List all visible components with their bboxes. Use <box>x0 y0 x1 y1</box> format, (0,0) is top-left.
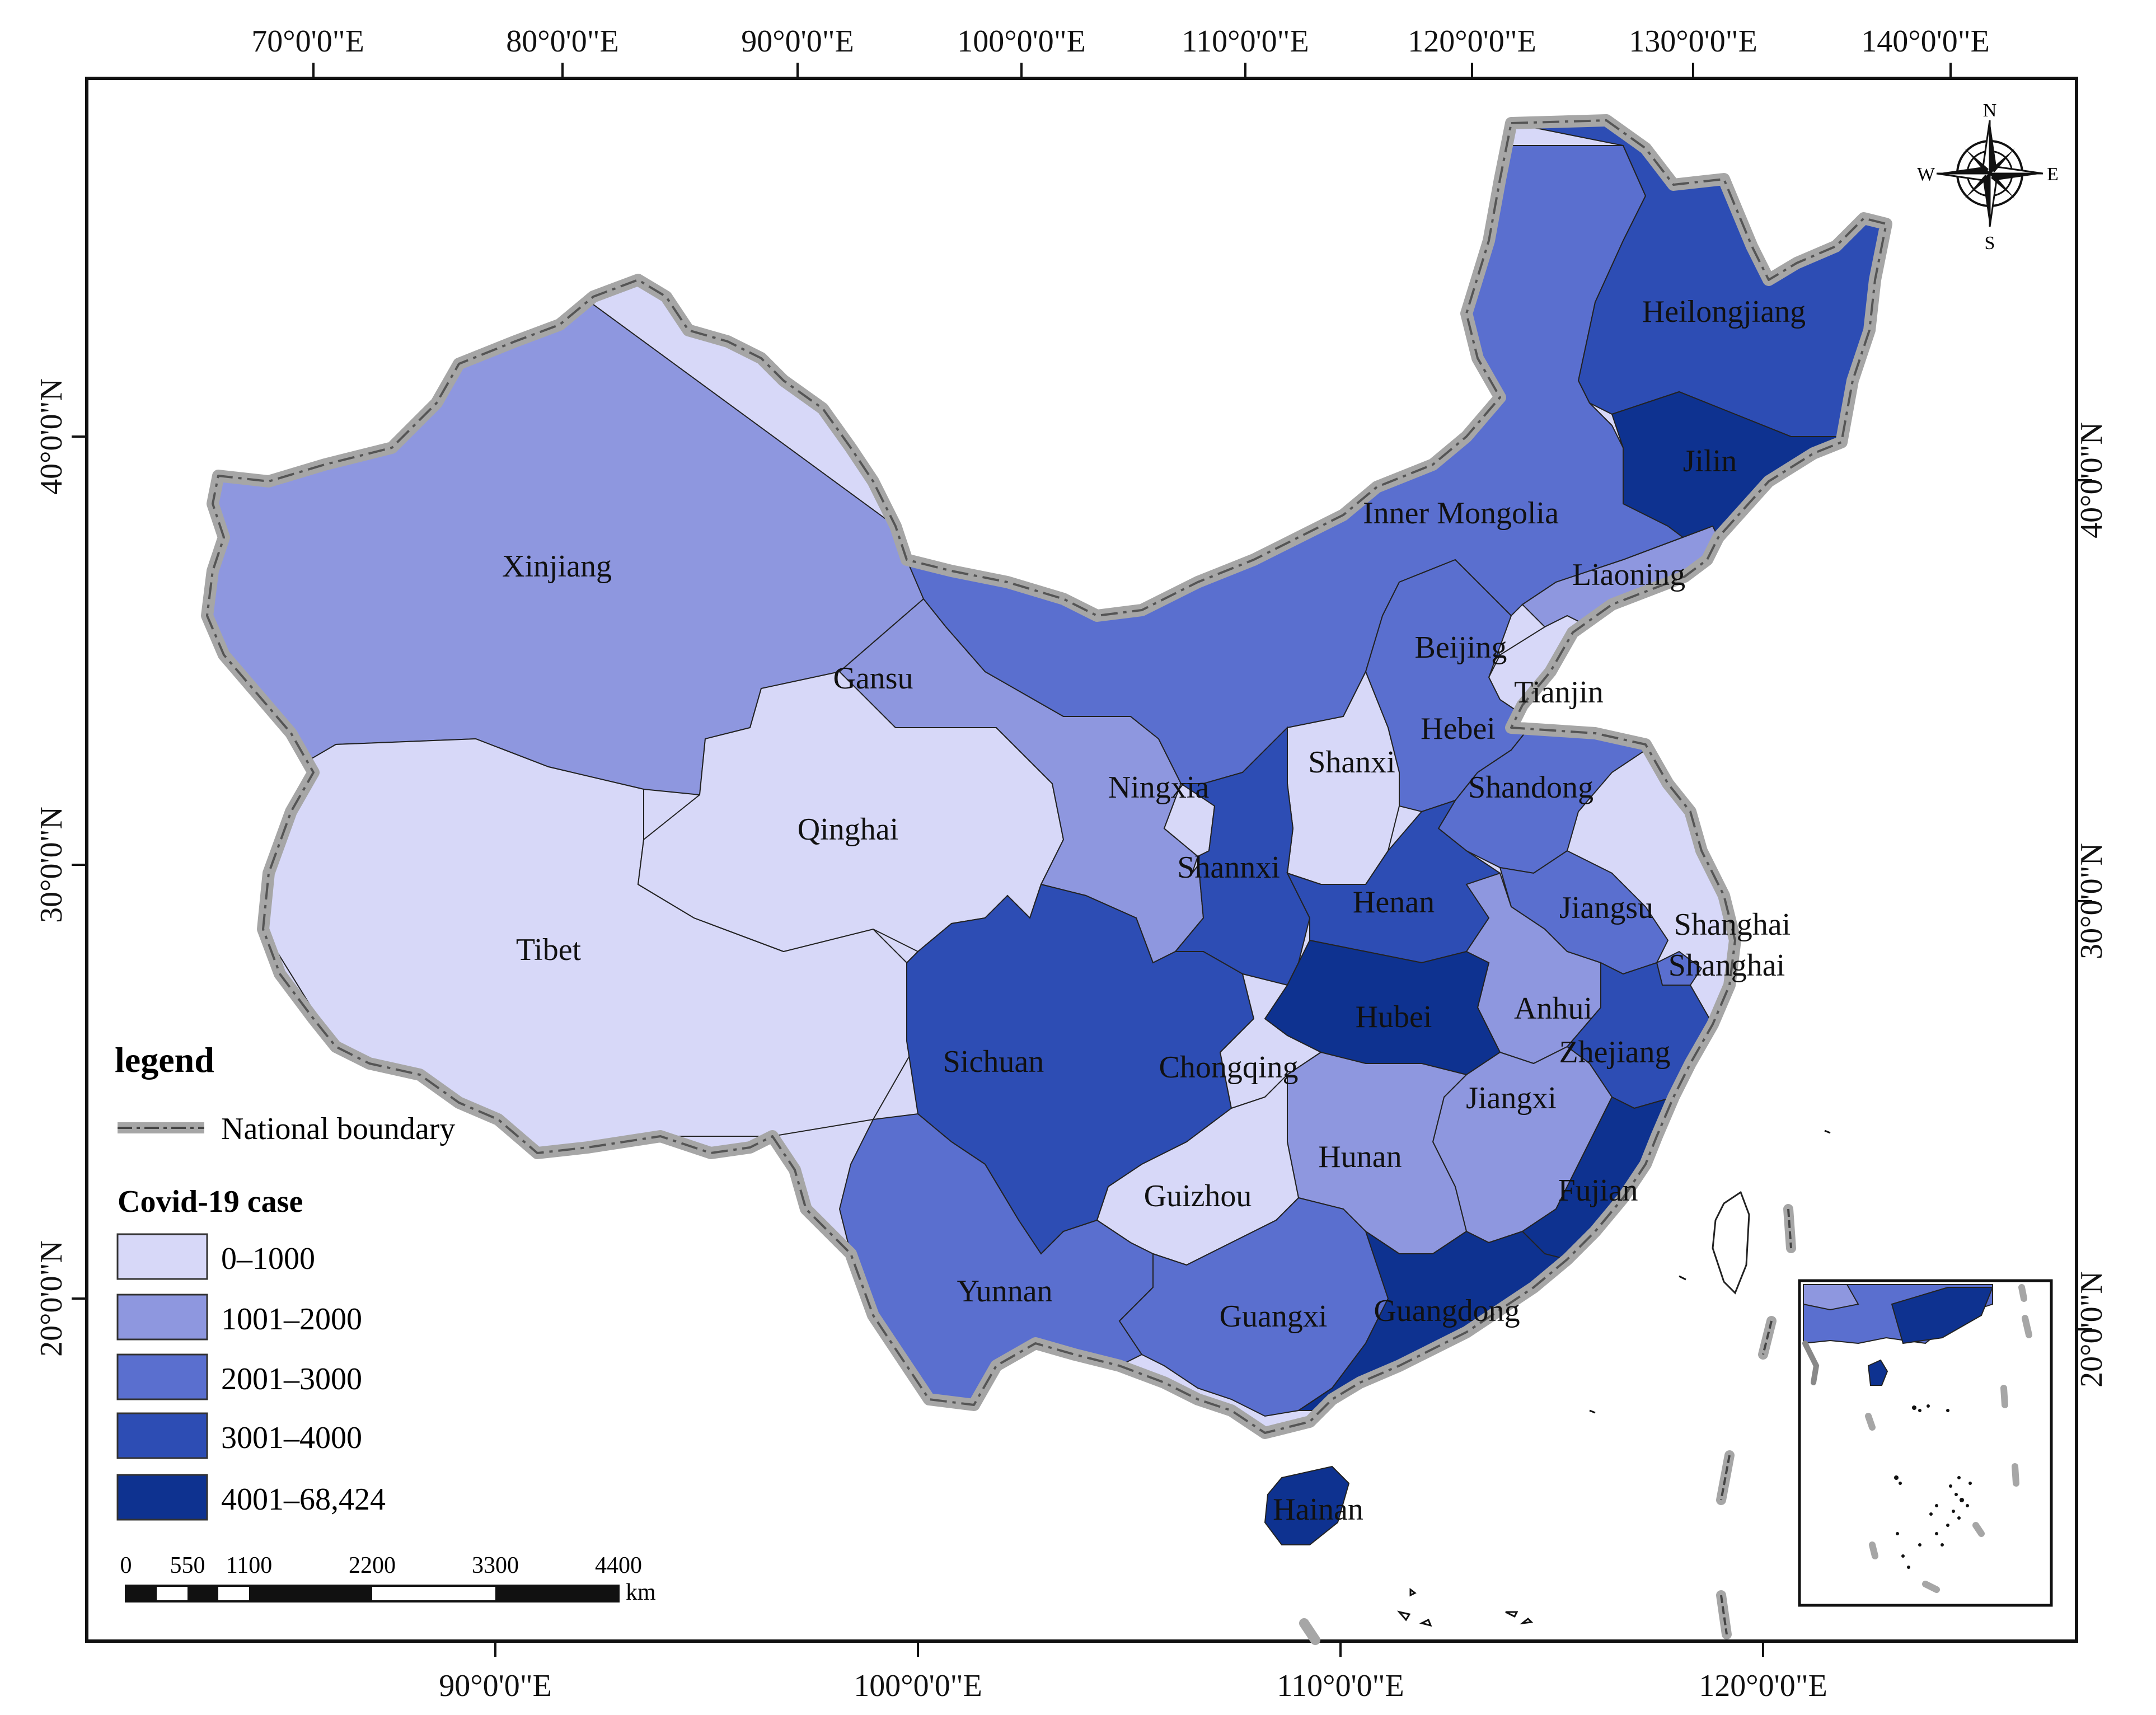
label-fujian: Fujian <box>1558 1173 1638 1208</box>
top-tick: 140°0'0"E <box>1861 24 1990 59</box>
label-guizhou: Guizhou <box>1144 1179 1252 1213</box>
bottom-tick: 120°0'0"E <box>1699 1669 1827 1703</box>
compass-e: E <box>2047 164 2059 185</box>
label-qinghai: Qinghai <box>798 812 898 847</box>
legend-swatch-2 <box>116 1294 208 1341</box>
label-gansu: Gansu <box>833 661 913 696</box>
label-xinjiang: Xinjiang <box>502 549 612 584</box>
bottom-tick: 100°0'0"E <box>854 1669 982 1703</box>
compass-s: S <box>1985 233 1995 254</box>
label-shannxi: Shannxi <box>1177 850 1280 885</box>
legend-title: legend <box>115 1040 214 1080</box>
scale-bar: 0 550 1100 2200 3300 4400 km <box>120 1553 657 1605</box>
legend-class-3: 2001–3000 <box>221 1362 362 1397</box>
legend-class-5: 4001–68,424 <box>221 1482 386 1517</box>
label-guangxi: Guangxi <box>1220 1299 1328 1334</box>
inset-hainan <box>1867 1359 1888 1386</box>
label-chongqing: Chongqing <box>1159 1050 1299 1085</box>
label-shanghai-1: Shanghai <box>1674 907 1791 942</box>
top-tick: 70°0'0"E <box>251 24 364 59</box>
label-hebei: Hebei <box>1421 711 1496 746</box>
bottom-tick: 110°0'0"E <box>1277 1669 1404 1703</box>
legend-class-2: 1001–2000 <box>221 1302 362 1337</box>
legend-boundary-label: National boundary <box>221 1112 455 1146</box>
compass-n: N <box>1983 100 1997 121</box>
small-islands <box>1396 1130 1831 1627</box>
top-tick: 90°0'0"E <box>741 24 854 59</box>
label-guangdong: Guangdong <box>1374 1294 1520 1328</box>
label-sichuan: Sichuan <box>943 1044 1044 1079</box>
label-ningxia: Ningxia <box>1108 770 1210 805</box>
bottom-tick: 90°0'0"E <box>439 1669 552 1703</box>
region-shandong[interactable] <box>1437 704 1658 874</box>
scale-label-3300: 3300 <box>472 1553 519 1578</box>
label-tibet: Tibet <box>516 933 582 967</box>
label-liaoning: Liaoning <box>1572 557 1685 592</box>
legend-case-title: Covid-19 case <box>118 1184 303 1219</box>
legend-class-4: 3001–4000 <box>221 1421 362 1455</box>
legend-swatch-4 <box>116 1412 208 1459</box>
legend-swatch-5 <box>116 1474 208 1521</box>
label-jiangsu: Jiangsu <box>1559 891 1653 925</box>
label-jiangxi: Jiangxi <box>1466 1081 1557 1116</box>
top-tick: 100°0'0"E <box>957 24 1086 59</box>
legend-class-1: 0–1000 <box>221 1241 315 1276</box>
label-heilongjiang: Heilongjiang <box>1642 294 1806 329</box>
label-tianjin: Tianjin <box>1514 675 1604 710</box>
left-tick: 40°0'0"N <box>34 378 69 495</box>
scale-unit: km <box>626 1580 656 1605</box>
region-hainan[interactable] <box>1264 1465 1350 1545</box>
compass-w: W <box>1917 164 1935 185</box>
label-beijing: Beijing <box>1415 630 1507 665</box>
bottom-axis: 90°0'0"E 100°0'0"E 110°0'0"E 120°0'0"E <box>439 1641 1827 1703</box>
scale-label-0: 0 <box>120 1553 132 1578</box>
legend-swatch-3 <box>116 1353 208 1400</box>
left-axis: 40°0'0"N 30°0'0"N 20°0'0"N <box>34 378 87 1357</box>
label-inner-mongolia: Inner Mongolia <box>1363 496 1559 531</box>
scale-label-1100: 1100 <box>226 1553 272 1578</box>
province-shapes <box>207 120 1886 1433</box>
taiwan-island <box>1712 1191 1750 1295</box>
label-shanghai-2: Shanghai <box>1668 948 1785 983</box>
label-yunnan: Yunnan <box>957 1274 1052 1309</box>
inset-south-china-sea <box>1798 1279 2053 1607</box>
top-tick: 110°0'0"E <box>1182 24 1309 59</box>
nine-dash-line-core <box>1720 1208 1792 1635</box>
top-tick: 130°0'0"E <box>1629 24 1757 59</box>
label-hubei: Hubei <box>1356 1000 1432 1034</box>
label-zhejiang: Zhejiang <box>1559 1035 1670 1070</box>
inset-guangdong <box>1891 1287 1994 1344</box>
label-shandong: Shandong <box>1468 770 1593 805</box>
scale-label-2200: 2200 <box>349 1553 396 1578</box>
label-jilin: Jilin <box>1683 444 1737 479</box>
label-hunan: Hunan <box>1318 1140 1402 1174</box>
north-arrow-icon: N S E W <box>1917 100 2059 254</box>
left-tick: 20°0'0"N <box>34 1240 69 1357</box>
top-axis: 70°0'0"E 80°0'0"E 90°0'0"E 100°0'0"E 110… <box>251 24 1990 78</box>
right-axis: 40°0'0"N 30°0'0"N 20°0'0"N <box>2074 422 2109 1388</box>
scale-label-550: 550 <box>170 1553 205 1578</box>
label-hainan: Hainan <box>1273 1492 1363 1527</box>
legend: legend National boundary Covid-19 case 0… <box>115 1040 455 1521</box>
label-shanxi: Shanxi <box>1308 745 1395 780</box>
label-henan: Henan <box>1353 885 1435 920</box>
inset-west <box>1803 1284 1859 1311</box>
label-anhui: Anhui <box>1514 991 1592 1026</box>
top-tick: 120°0'0"E <box>1408 24 1536 59</box>
left-tick: 30°0'0"N <box>34 807 69 923</box>
legend-swatch-1 <box>116 1233 208 1280</box>
top-tick: 80°0'0"E <box>506 24 619 59</box>
province-labels: Heilongjiang Jilin Inner Mongolia Liaoni… <box>502 294 1806 1527</box>
scale-label-4400: 4400 <box>595 1553 642 1578</box>
